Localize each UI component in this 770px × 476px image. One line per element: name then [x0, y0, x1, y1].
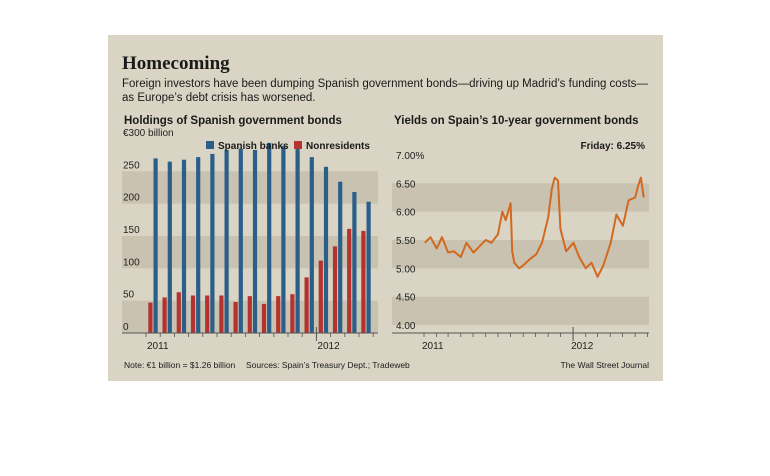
spanish-banks-bar	[238, 148, 243, 333]
spanish-banks-bar	[309, 157, 314, 333]
nonresidents-bar	[219, 295, 224, 333]
line-chart-band	[392, 296, 649, 325]
legend-label: Nonresidents	[306, 141, 370, 152]
holdings-chart-title: Holdings of Spanish government bonds	[124, 115, 342, 127]
graphic-panel: Homecoming Foreign investors have been d…	[108, 35, 663, 381]
friday-annotation: Friday: 6.25%	[581, 141, 646, 152]
legend-swatch	[206, 141, 214, 149]
yields-chart-title: Yields on Spain’s 10-year government bon…	[394, 115, 639, 127]
line-chart-band	[392, 183, 649, 212]
spanish-banks-bar	[210, 153, 215, 333]
spanish-banks-bar	[366, 201, 371, 333]
nonresidents-bar	[261, 303, 267, 333]
bar-y-tick-label: 0	[123, 322, 129, 333]
line-y-tick-label: 4.50	[396, 293, 416, 304]
nonresidents-bar	[190, 295, 196, 333]
nonresidents-bar	[233, 301, 238, 333]
bar-chart-band	[122, 171, 378, 204]
graphic-title: Homecoming	[122, 53, 230, 74]
legend-label: Spanish banks	[218, 141, 289, 152]
spanish-banks-bar	[281, 146, 286, 333]
nonresidents-bar	[361, 230, 366, 333]
holdings-bar-chart: €300 billion 250 200 150 100 50 0 2011 2012 Spani…	[122, 128, 378, 352]
line-y-tick-label: 5.00	[396, 264, 416, 275]
nonresidents-bar	[162, 297, 167, 333]
nonresidents-bar	[304, 277, 309, 333]
nonresidents-bar	[176, 292, 181, 333]
nonresidents-bar	[347, 228, 352, 333]
line-y-tick-label: 6.50	[396, 179, 416, 190]
footnote: Note: €1 billion = $1.26 billion	[124, 360, 236, 370]
spanish-banks-bar	[167, 161, 172, 333]
nonresidents-bar	[318, 260, 323, 333]
line-y-tick-label: 6.00	[396, 208, 416, 219]
spanish-banks-bar	[224, 149, 229, 333]
legend-swatch	[294, 141, 302, 149]
nonresidents-bar	[148, 302, 153, 333]
spanish-banks-bar	[181, 159, 187, 333]
spanish-banks-bar	[267, 142, 272, 333]
sources-note: Sources: Spain’s Treasury Dept.; Tradewe…	[246, 360, 410, 370]
spanish-banks-bar	[252, 149, 258, 333]
nonresidents-bar	[205, 295, 210, 333]
bar-y-tick-label: 200	[123, 193, 140, 204]
bar-y-tick-label: 150	[123, 225, 140, 236]
bar-y-tick-label: 100	[123, 257, 140, 268]
bar-x-tick-label: 2011	[147, 341, 169, 352]
spanish-banks-bar	[196, 157, 201, 333]
nonresidents-bar	[332, 246, 338, 333]
yields-line-chart: 7.00% 6.50 6.00 5.50 5.00 4.50 4.00 Friday: 6.2…	[392, 141, 649, 352]
line-x-tick-label: 2012	[571, 341, 594, 352]
nonresidents-bar	[290, 294, 295, 333]
spanish-banks-bar	[323, 166, 329, 333]
spanish-banks-bar	[153, 158, 158, 333]
bar-y-tick-label: 250	[123, 160, 140, 171]
credit-line: The Wall Street Journal	[560, 360, 650, 370]
spanish-banks-bar	[295, 143, 300, 333]
bar-y-tick-label: €300 billion	[123, 128, 174, 139]
nonresidents-bar	[247, 296, 252, 333]
line-y-tick-label: 5.50	[396, 236, 416, 247]
line-y-tick-label: 7.00%	[396, 151, 424, 162]
nonresidents-bar	[276, 296, 281, 333]
bar-x-tick-label: 2012	[317, 341, 340, 352]
spanish-banks-bar	[352, 192, 357, 333]
bar-y-tick-label: 50	[123, 290, 135, 301]
line-x-tick-label: 2011	[422, 341, 444, 352]
line-y-tick-label: 4.00	[396, 321, 416, 332]
graphic-subtitle: Foreign investors have been dumping Span…	[122, 78, 648, 104]
yield-line	[424, 176, 645, 278]
spanish-banks-bar	[338, 181, 343, 333]
